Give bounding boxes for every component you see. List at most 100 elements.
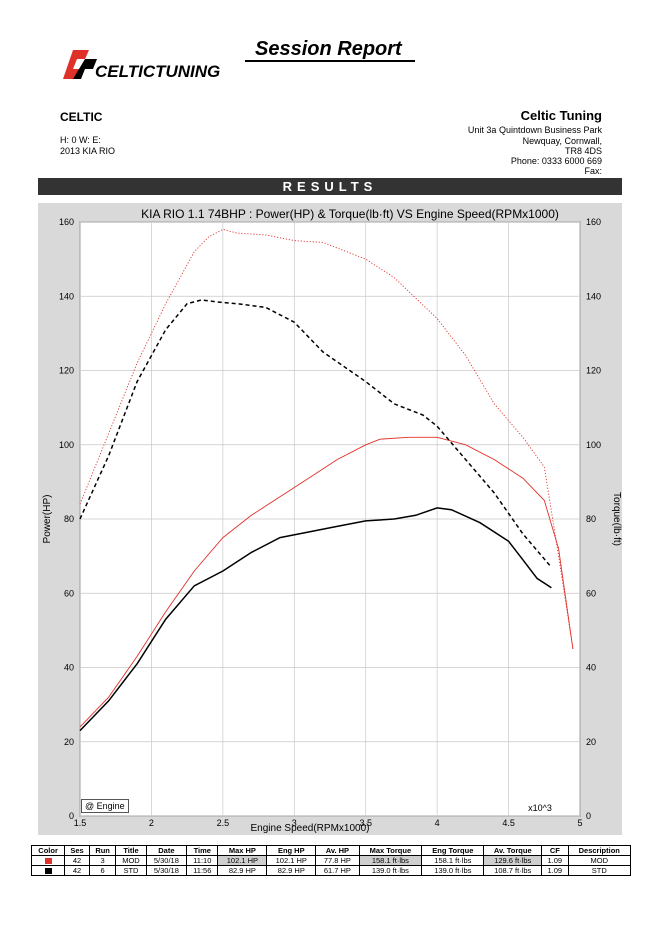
run-table: Color Ses Run Title Date Time Max HP Eng HP Av. … (30, 845, 632, 876)
run-table-header-cell: Eng HP (266, 845, 317, 856)
y-tick-label-right: 140 (586, 291, 601, 301)
address-line-1: Unit 3a Quintdown Business Park (467, 125, 602, 135)
title-underline (245, 60, 415, 62)
y-tick-label-left: 100 (59, 440, 74, 450)
y-tick-label-left: 20 (64, 737, 74, 747)
y-axis-label-right: Torque(lb·ft) (611, 492, 622, 546)
x-tick-label: 2 (149, 818, 154, 828)
hw-line: H: 0 W: E: (60, 135, 101, 145)
fax-line: Fax: (584, 166, 602, 176)
run-table-header-cell: Run (88, 845, 117, 856)
run-cell-ses: 42 (64, 865, 90, 876)
x-tick-label: 1.5 (74, 818, 87, 828)
svg-text:CELTICTUNING: CELTICTUNING (95, 62, 220, 81)
series-mod-power (79, 436, 574, 728)
run-cell-av-hp: 61.7 HP (315, 865, 360, 876)
run-cell-av-torque: 129.6 ft·lbs (483, 855, 543, 866)
run-cell-run: 3 (88, 855, 117, 866)
x-tick-label: 5 (577, 818, 582, 828)
y-tick-label-left: 140 (59, 291, 74, 301)
vehicle-name: 2013 KIA RIO (60, 146, 116, 156)
run-table-header: Color Ses Run Title Date Time Max HP Eng HP Av. … (30, 845, 632, 856)
run-table-header-cell: Av. HP (315, 845, 360, 856)
run-cell-eng-hp: 102.1 HP (266, 855, 317, 866)
x-tick-label: 2.5 (217, 818, 230, 828)
report-title: Session Report (255, 38, 402, 60)
y-tick-label-right: 160 (586, 217, 601, 227)
run-table-header-cell: Av. Torque (483, 845, 543, 856)
run-cell-cf: 1.09 (541, 855, 569, 866)
y-tick-label-left: 40 (64, 663, 74, 673)
run-cell-description: MOD (567, 855, 632, 866)
phone-line: Phone: 0333 6000 669 (510, 156, 602, 166)
x-multiplier-label: x10^3 (528, 803, 552, 813)
run-cell-title: STD (115, 865, 147, 876)
x-tick-label: 3.5 (359, 818, 372, 828)
company-name: Celtic Tuning (520, 108, 602, 123)
series-mod-torque (79, 228, 574, 649)
address-line-2: Newquay, Cornwall, (522, 136, 602, 146)
customer-name: CELTIC (60, 110, 103, 124)
run-color-cell (30, 865, 66, 876)
celtic-tuning-logo: CELTICTUNING (63, 50, 220, 81)
run-cell-description: STD (567, 865, 632, 876)
results-bar: RESULTS (38, 178, 622, 195)
color-swatch (44, 858, 52, 865)
y-tick-label-left: 80 (64, 514, 74, 524)
run-table-header-cell: Title (115, 845, 147, 856)
run-cell-date: 5/30/18 (145, 855, 188, 866)
y-tick-label-right: 120 (586, 366, 601, 376)
x-tick-label: 4.5 (502, 818, 515, 828)
y-tick-label-right: 40 (586, 663, 596, 673)
run-table-header-cell: Eng Torque (421, 845, 485, 856)
y-tick-label-left: 120 (59, 366, 74, 376)
logo-mark-icon (63, 50, 89, 79)
run-table-header-cell: CF (541, 845, 569, 856)
run-cell-av-hp: 77.8 HP (315, 855, 360, 866)
y-tick-label-left: 160 (59, 217, 74, 227)
run-cell-eng-hp: 82.9 HP (266, 865, 317, 876)
run-cell-title: MOD (115, 855, 147, 866)
y-tick-label-left: 0 (69, 811, 74, 821)
run-color-cell (30, 855, 66, 866)
series-std-power (79, 507, 552, 732)
x-tick-label: 4 (435, 818, 440, 828)
legend-engine: @ Engine (81, 799, 129, 813)
y-tick-label-right: 20 (586, 737, 596, 747)
color-swatch (44, 868, 52, 875)
run-cell-eng-torque: 139.0 ft·lbs (421, 865, 485, 876)
run-table-header-cell: Max Torque (358, 845, 423, 856)
run-cell-av-torque: 108.7 ft·lbs (483, 865, 543, 876)
run-table-header-cell: Description (567, 845, 632, 856)
y-tick-label-right: 0 (586, 811, 591, 821)
x-axis-label: Engine Speed(RPMx1000) (251, 823, 370, 834)
run-cell-max-hp: 82.9 HP (217, 865, 268, 876)
run-cell-ses: 42 (64, 855, 90, 866)
y-tick-label-right: 100 (586, 440, 601, 450)
run-table-header-cell: Ses (64, 845, 90, 856)
chart-title: KIA RIO 1.1 74BHP : Power(HP) & Torque(l… (141, 207, 559, 221)
y-tick-label-right: 80 (586, 514, 596, 524)
run-cell-cf: 1.09 (541, 865, 569, 876)
run-cell-eng-torque: 158.1 ft·lbs (421, 855, 485, 866)
y-axis-label-left: Power(HP) (42, 495, 53, 544)
table-row: 42 3 MOD 5/30/18 11:10 102.1 HP 102.1 HP 77.8 H… (30, 855, 632, 866)
run-cell-max-torque: 139.0 ft·lbs (358, 865, 423, 876)
run-table-header-cell: Max HP (217, 845, 268, 856)
run-cell-max-hp: 102.1 HP (217, 855, 268, 866)
run-table-body: 42 3 MOD 5/30/18 11:10 102.1 HP 102.1 HP 77.8 H… (30, 855, 632, 876)
run-cell-run: 6 (88, 865, 117, 876)
address-line-3: TR8 4DS (564, 146, 602, 156)
run-cell-date: 5/30/18 (145, 865, 188, 876)
run-table-header-cell: Date (145, 845, 188, 856)
y-tick-label-right: 60 (586, 588, 596, 598)
x-tick-label: 3 (292, 818, 297, 828)
table-row: 42 6 STD 5/30/18 11:56 82.9 HP 82.9 HP 61.7 HP 1… (30, 865, 632, 876)
run-table-header-cell: Color (30, 845, 66, 856)
y-tick-label-left: 60 (64, 588, 74, 598)
logo-text: CELTICTUNING (95, 62, 220, 81)
run-cell-time: 11:10 (186, 855, 219, 866)
run-cell-time: 11:56 (186, 865, 219, 876)
run-table-header-cell: Time (186, 845, 219, 856)
